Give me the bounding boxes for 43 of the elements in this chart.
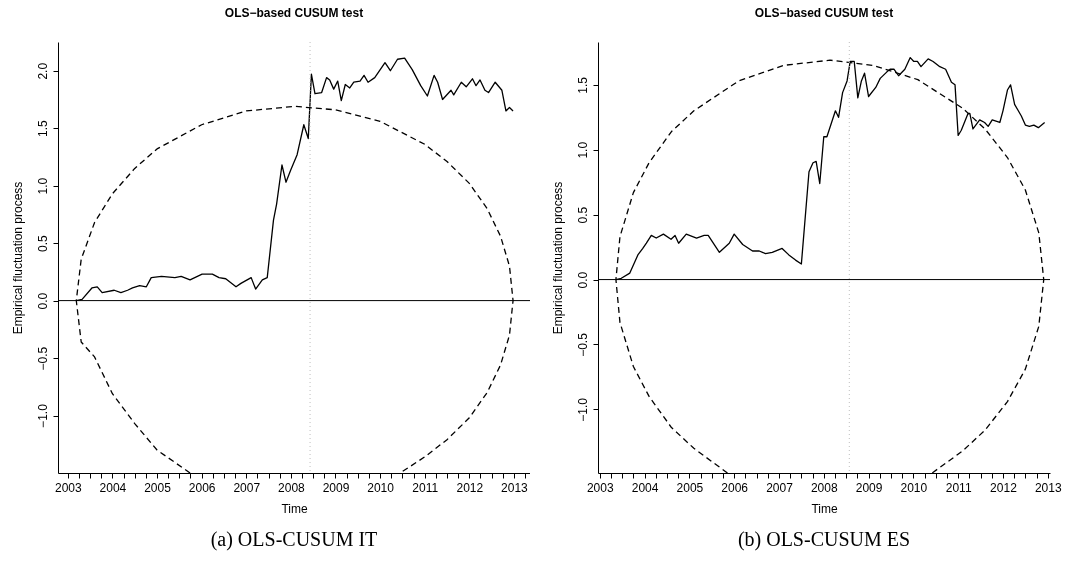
x-axis-title: Time	[811, 501, 838, 516]
y-tick-label: 2.0	[35, 62, 50, 80]
y-tick-label: 1.0	[35, 177, 50, 195]
y-tick-label: 0.5	[575, 206, 590, 224]
y-tick-label: 1.5	[35, 120, 50, 138]
y-axis-title: Empirical fluctuation process	[550, 181, 565, 335]
x-tick-label: 2010	[367, 480, 395, 495]
x-tick-label: 2009	[322, 480, 350, 495]
x-tick-label: 2009	[855, 480, 883, 495]
y-tick-label: 0.0	[575, 271, 590, 289]
y-tick-label: −0.5	[35, 346, 50, 371]
y-tick-label: 0.5	[35, 234, 50, 252]
chart-title: OLS−based CUSUM test	[224, 5, 364, 20]
y-axis-title: Empirical fluctuation process	[10, 181, 25, 335]
text: (a) OLS-CUSUM IT	[209, 528, 379, 551]
x-tick-label: 2013	[1034, 480, 1062, 495]
x-tick-label: 2012	[990, 480, 1018, 495]
x-tick-label: 2005	[144, 480, 172, 495]
x-tick-label: 2004	[99, 480, 127, 495]
x-tick-label: 2005	[676, 480, 704, 495]
x-tick-label: 2003	[586, 480, 614, 495]
x-tick-label: 2011	[945, 480, 972, 495]
y-tick-label: 0.0	[35, 292, 50, 310]
x-axis-title: Time	[281, 501, 308, 516]
x-tick-label: 2004	[631, 480, 659, 495]
x-tick-label: 2007	[233, 480, 261, 495]
x-tick-label: 2012	[456, 480, 484, 495]
y-tick-label: −0.5	[575, 332, 590, 357]
x-tick-label: 2013	[501, 480, 529, 495]
x-tick-label: 2007	[766, 480, 794, 495]
x-tick-label: 2010	[900, 480, 928, 495]
text: (b) OLS-CUSUM ES	[736, 528, 912, 551]
x-tick-label: 2008	[810, 480, 838, 495]
x-tick-label: 2011	[412, 480, 439, 495]
x-tick-label: 2006	[188, 480, 216, 495]
y-tick-label: −1.0	[35, 403, 50, 428]
x-tick-label: 2008	[278, 480, 306, 495]
y-tick-label: 1.0	[575, 141, 590, 159]
y-tick-label: −1.0	[575, 397, 590, 422]
chart-title: OLS−based CUSUM test	[754, 5, 894, 20]
x-tick-label: 2006	[721, 480, 749, 495]
y-tick-label: 1.5	[575, 76, 590, 94]
x-tick-label: 2003	[54, 480, 82, 495]
